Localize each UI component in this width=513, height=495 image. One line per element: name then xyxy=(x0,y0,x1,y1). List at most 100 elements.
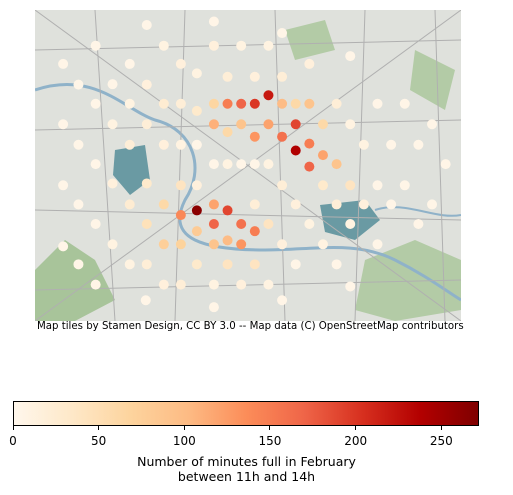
station-point xyxy=(73,259,84,270)
colorbar-tick xyxy=(269,426,271,430)
station-point xyxy=(277,239,288,250)
station-point xyxy=(107,239,118,250)
station-point xyxy=(141,79,152,90)
station-point xyxy=(427,199,438,210)
station-point xyxy=(304,98,315,109)
station-point xyxy=(124,199,135,210)
station-point xyxy=(290,98,301,109)
station-point xyxy=(141,219,152,230)
colorbar-tick xyxy=(12,426,14,430)
station-point xyxy=(90,98,101,109)
station-point xyxy=(372,180,383,191)
colorbar xyxy=(13,401,479,426)
colorbar-label-line1: Number of minutes full in February xyxy=(137,454,356,469)
station-point xyxy=(263,90,274,101)
colorbar-gradient xyxy=(14,402,478,425)
station-point xyxy=(191,205,202,216)
station-point xyxy=(107,79,118,90)
marne-river xyxy=(374,206,461,217)
station-point xyxy=(175,279,186,290)
station-point xyxy=(90,40,101,51)
station-point xyxy=(158,139,169,150)
station-point xyxy=(191,180,202,191)
colorbar-tick xyxy=(440,426,442,430)
station-point xyxy=(107,178,118,189)
station-point xyxy=(58,58,69,69)
station-point xyxy=(290,119,301,130)
station-point xyxy=(208,40,219,51)
station-point xyxy=(90,279,101,290)
station-point xyxy=(413,139,424,150)
station-point xyxy=(191,139,202,150)
station-point xyxy=(158,279,169,290)
station-point xyxy=(249,98,260,109)
station-point xyxy=(345,281,356,292)
station-point xyxy=(304,138,315,149)
station-point xyxy=(345,219,356,230)
colorbar-label-line2: between 11h and 14h xyxy=(177,469,316,484)
station-point xyxy=(191,259,202,270)
station-point xyxy=(331,159,342,170)
station-point xyxy=(399,98,410,109)
station-point xyxy=(317,119,328,130)
station-point xyxy=(208,98,219,109)
station-point xyxy=(141,19,152,30)
station-point xyxy=(399,180,410,191)
station-point xyxy=(208,119,219,130)
colorbar-tick-label: 0 xyxy=(9,434,17,448)
station-point xyxy=(158,199,169,210)
bois-de-boulogne xyxy=(113,145,150,195)
station-point xyxy=(158,40,169,51)
station-point xyxy=(386,139,397,150)
station-point xyxy=(290,259,301,270)
station-point xyxy=(124,58,135,69)
station-points xyxy=(58,16,451,313)
station-point xyxy=(175,58,186,69)
station-point xyxy=(140,295,151,306)
colorbar-tick-label: 150 xyxy=(258,434,282,448)
station-point xyxy=(277,180,288,191)
station-point xyxy=(263,219,274,230)
station-point xyxy=(236,279,247,290)
station-point xyxy=(58,180,69,191)
station-point xyxy=(222,98,233,109)
station-point xyxy=(249,226,260,237)
station-point xyxy=(331,259,342,270)
station-point xyxy=(222,259,233,270)
colorbar-tick-label: 100 xyxy=(172,434,196,448)
park-area xyxy=(410,50,455,110)
station-point xyxy=(222,235,233,246)
seine-river xyxy=(35,83,461,302)
station-point xyxy=(73,79,84,90)
map-panel[interactable] xyxy=(35,10,461,321)
station-point xyxy=(175,180,186,191)
park-area xyxy=(355,240,461,321)
station-point xyxy=(263,40,274,51)
station-point xyxy=(317,239,328,250)
station-point xyxy=(73,139,84,150)
station-point xyxy=(158,239,169,250)
station-point xyxy=(358,199,369,210)
station-point xyxy=(191,105,202,116)
station-point xyxy=(191,226,202,237)
park-area xyxy=(285,20,335,60)
station-point xyxy=(427,119,438,130)
station-point xyxy=(277,295,288,306)
station-point xyxy=(208,302,219,313)
map-attribution: Map tiles by Stamen Design, CC BY 3.0 --… xyxy=(37,321,464,332)
station-point xyxy=(124,259,135,270)
station-point xyxy=(175,239,186,250)
station-point xyxy=(236,239,247,250)
station-point xyxy=(58,119,69,130)
station-point xyxy=(175,210,186,221)
station-point xyxy=(304,58,315,69)
colorbar-tick-label: 200 xyxy=(344,434,368,448)
station-point xyxy=(222,71,233,82)
station-point xyxy=(331,98,342,109)
station-point xyxy=(372,98,383,109)
station-point xyxy=(358,139,369,150)
colorbar-tick xyxy=(183,426,185,430)
station-point xyxy=(440,159,451,170)
colorbar-ticks: 0 50 100 150 200 250 xyxy=(9,426,479,450)
station-point xyxy=(277,71,288,82)
